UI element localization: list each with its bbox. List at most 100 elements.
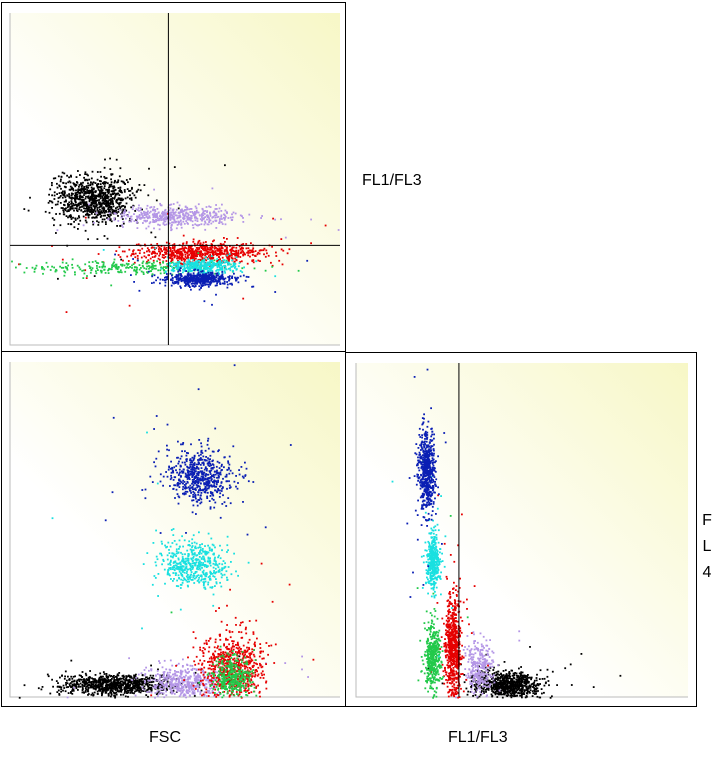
data-point — [85, 213, 88, 216]
data-point — [46, 265, 49, 268]
data-point — [199, 259, 202, 262]
data-point — [159, 282, 161, 285]
data-point — [180, 684, 182, 686]
data-point — [215, 272, 218, 275]
data-point — [210, 665, 213, 667]
data-point — [86, 212, 89, 215]
data-point — [168, 217, 171, 219]
data-point — [195, 655, 198, 658]
data-point — [179, 693, 182, 696]
data-point — [48, 193, 50, 196]
data-point — [61, 171, 64, 174]
data-point — [150, 681, 153, 684]
data-point — [188, 690, 191, 693]
data-point — [120, 687, 123, 690]
data-point — [207, 675, 210, 678]
data-point — [183, 248, 185, 250]
data-point — [178, 216, 181, 219]
data-point — [171, 261, 174, 264]
data-point — [61, 196, 64, 199]
data-point — [93, 691, 96, 694]
data-point — [109, 691, 111, 694]
data-point — [134, 196, 137, 199]
data-point — [147, 259, 150, 262]
data-point — [78, 674, 81, 677]
data-point — [192, 255, 195, 258]
data-point — [125, 179, 128, 181]
data-point — [51, 182, 53, 184]
data-point — [99, 191, 101, 193]
data-point — [166, 673, 169, 676]
data-point — [163, 248, 165, 251]
data-point — [203, 271, 206, 274]
data-point — [110, 684, 112, 687]
data-point — [134, 682, 136, 684]
data-point — [128, 211, 131, 214]
data-point — [80, 185, 83, 188]
data-point — [146, 204, 149, 207]
data-point — [126, 682, 129, 685]
data-point — [106, 194, 109, 197]
data-point — [196, 262, 199, 265]
data-point — [86, 275, 88, 277]
data-point — [118, 684, 121, 687]
data-point — [213, 679, 215, 682]
data-point — [88, 679, 90, 682]
data-point — [125, 202, 128, 205]
data-point — [149, 674, 152, 677]
data-point — [181, 247, 184, 250]
axis-line — [9, 13, 340, 346]
data-point — [108, 212, 111, 214]
data-point — [146, 247, 149, 250]
data-point — [83, 681, 86, 684]
data-point — [104, 198, 107, 201]
data-point — [184, 281, 186, 284]
data-point — [209, 257, 211, 259]
data-point — [183, 260, 186, 262]
data-point — [58, 694, 61, 696]
data-point — [104, 210, 107, 212]
data-point — [74, 675, 76, 678]
data-point — [152, 216, 155, 219]
data-point — [119, 209, 121, 211]
data-point — [31, 266, 34, 269]
data-point — [199, 253, 202, 256]
data-point — [204, 220, 206, 223]
data-point — [125, 683, 128, 686]
data-point — [123, 190, 126, 193]
data-point — [96, 186, 99, 189]
data-point — [90, 177, 93, 180]
data-point — [105, 181, 108, 184]
data-point — [64, 209, 67, 212]
data-point — [182, 220, 185, 223]
data-point — [225, 247, 228, 250]
data-point — [194, 282, 196, 285]
data-point — [109, 218, 112, 221]
data-point — [165, 267, 167, 269]
data-point — [165, 215, 168, 218]
data-point — [197, 688, 199, 691]
data-point — [80, 199, 83, 201]
data-point — [69, 189, 72, 191]
data-point — [204, 671, 207, 674]
data-point — [151, 256, 154, 258]
data-point — [153, 684, 156, 687]
data-point — [222, 686, 224, 688]
data-point — [209, 674, 211, 676]
data-point — [87, 189, 90, 192]
data-point — [143, 674, 146, 677]
data-point — [233, 665, 235, 668]
data-point — [126, 685, 129, 688]
data-point — [185, 284, 187, 287]
data-point — [112, 262, 115, 265]
data-point — [200, 264, 202, 267]
data-point — [75, 683, 78, 685]
data-point — [227, 217, 230, 219]
data-point — [237, 658, 240, 661]
data-point — [155, 213, 158, 215]
data-point — [148, 215, 151, 217]
data-point — [107, 676, 109, 679]
data-point — [186, 691, 188, 694]
data-point — [71, 692, 74, 695]
data-point — [138, 209, 140, 212]
